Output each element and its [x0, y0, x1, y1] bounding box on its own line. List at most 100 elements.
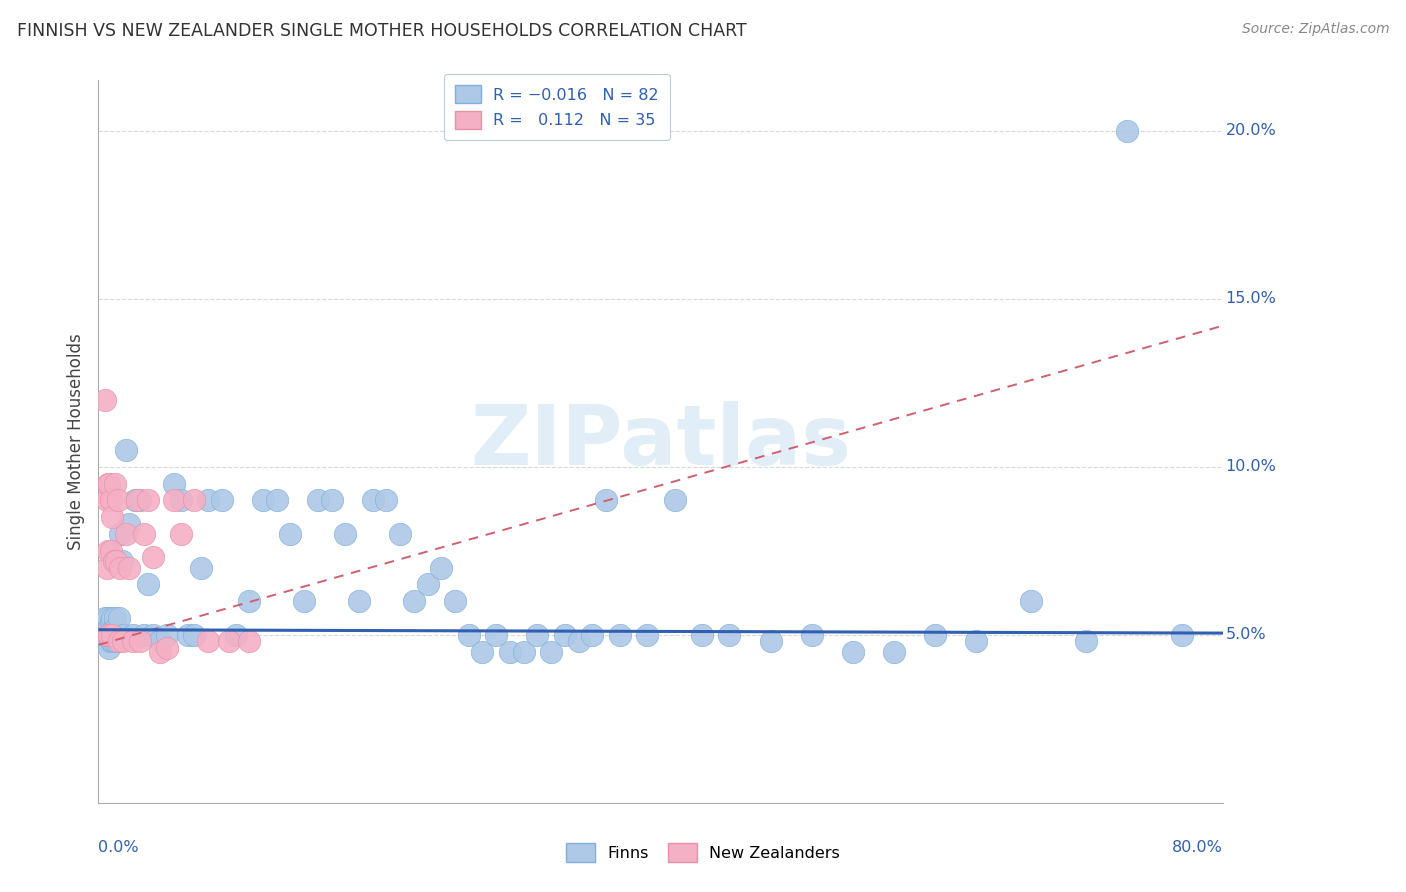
Point [321, 493, 343, 508]
Point [375, 493, 398, 508]
Point [170, 527, 193, 541]
Point [107, 493, 129, 508]
Point [211, 493, 233, 508]
Point [111, 554, 134, 568]
Text: 0.0%: 0.0% [98, 839, 139, 855]
Text: ZIPatlas: ZIPatlas [471, 401, 851, 482]
Legend: R = −0.016   N = 82, R =   0.112   N = 35: R = −0.016 N = 82, R = 0.112 N = 35 [444, 74, 671, 140]
Point [98, 621, 121, 635]
Point [190, 560, 212, 574]
Point [444, 594, 467, 608]
Point [101, 611, 124, 625]
Point [128, 634, 150, 648]
Point [107, 628, 129, 642]
Point [759, 634, 782, 648]
Point [103, 634, 125, 648]
Point [100, 634, 122, 648]
Y-axis label: Single Mother Households: Single Mother Households [66, 334, 84, 549]
Point [105, 634, 128, 648]
Point [101, 510, 124, 524]
Point [94, 611, 117, 625]
Point [238, 634, 260, 648]
Point [156, 641, 179, 656]
Point [98, 628, 121, 642]
Point [183, 493, 205, 508]
Point [98, 641, 121, 656]
Point [97, 476, 120, 491]
Point [156, 628, 179, 642]
Point [97, 634, 120, 648]
Point [402, 594, 425, 608]
Point [457, 628, 479, 642]
Point [115, 442, 138, 457]
Point [883, 644, 905, 658]
Point [718, 628, 741, 642]
Text: 80.0%: 80.0% [1173, 839, 1223, 855]
Point [183, 628, 205, 642]
Point [842, 644, 865, 658]
Point [1171, 628, 1194, 642]
Text: 15.0%: 15.0% [1226, 291, 1277, 306]
Point [108, 634, 131, 648]
Point [108, 611, 131, 625]
Point [307, 493, 329, 508]
Point [225, 628, 247, 642]
Point [471, 644, 494, 658]
Point [163, 476, 186, 491]
Point [97, 543, 120, 558]
Point [104, 628, 127, 642]
Point [132, 628, 155, 642]
Point [485, 628, 508, 642]
Point [1116, 124, 1139, 138]
Point [117, 560, 139, 574]
Point [149, 634, 172, 648]
Point [104, 476, 127, 491]
Point [176, 628, 198, 642]
Point [965, 634, 987, 648]
Point [690, 628, 713, 642]
Point [540, 644, 562, 658]
Point [416, 577, 439, 591]
Text: 5.0%: 5.0% [1226, 627, 1265, 642]
Legend: Finns, New Zealanders: Finns, New Zealanders [560, 837, 846, 868]
Point [609, 628, 631, 642]
Point [554, 628, 576, 642]
Point [526, 628, 548, 642]
Point [97, 611, 120, 625]
Point [96, 493, 118, 508]
Text: 20.0%: 20.0% [1226, 123, 1277, 138]
Point [121, 628, 143, 642]
Point [97, 628, 120, 642]
Point [567, 634, 589, 648]
Point [238, 594, 260, 608]
Point [100, 493, 122, 508]
Point [280, 527, 302, 541]
Point [170, 493, 193, 508]
Text: FINNISH VS NEW ZEALANDER SINGLE MOTHER HOUSEHOLDS CORRELATION CHART: FINNISH VS NEW ZEALANDER SINGLE MOTHER H… [17, 22, 747, 40]
Point [499, 644, 522, 658]
Point [1074, 634, 1097, 648]
Point [924, 628, 946, 642]
Point [595, 493, 617, 508]
Point [252, 493, 274, 508]
Point [136, 577, 159, 591]
Point [149, 644, 172, 658]
Point [581, 628, 603, 642]
Point [96, 560, 118, 574]
Point [105, 554, 128, 568]
Point [124, 493, 146, 508]
Point [110, 527, 132, 541]
Point [125, 493, 148, 508]
Point [115, 527, 138, 541]
Point [128, 493, 150, 508]
Point [104, 611, 127, 625]
Point [664, 493, 686, 508]
Point [101, 634, 124, 648]
Point [101, 628, 124, 642]
Point [112, 628, 135, 642]
Point [96, 628, 118, 642]
Point [292, 594, 315, 608]
Point [800, 628, 823, 642]
Point [636, 628, 658, 642]
Point [110, 560, 132, 574]
